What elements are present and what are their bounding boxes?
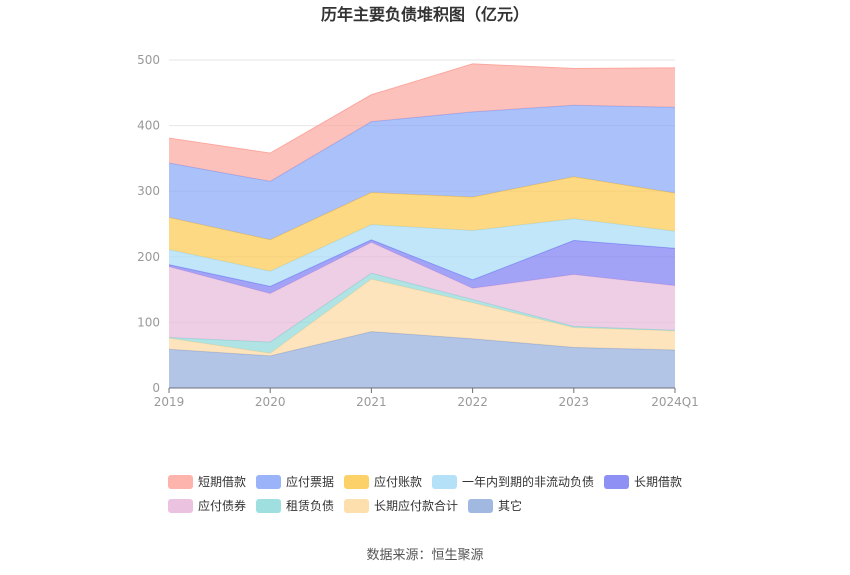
area-租赁负债: [169, 273, 675, 354]
y-tick-label: 0: [152, 381, 160, 395]
legend-swatch: [468, 499, 493, 513]
area-长期应付款合计: [169, 279, 675, 356]
y-tick-label: 400: [137, 119, 160, 133]
area-应付票据: [169, 105, 675, 240]
axes: 0 100 200 300 400 500 2019 2020 2021 2022 2023 2024…: [137, 53, 699, 409]
x-tick-label: 2020: [255, 395, 286, 409]
area-一年内到期的非流动负债: [169, 218, 675, 287]
legend-swatch: [432, 475, 457, 489]
chart-title: 历年主要负债堆积图（亿元）: [321, 5, 529, 24]
legend-item[interactable]: 租赁负债: [256, 499, 334, 513]
legend-label: 应付账款: [374, 474, 422, 489]
area-短期借款: [169, 63, 675, 182]
x-tick-label: 2019: [154, 395, 185, 409]
x-tick-label: 2023: [559, 395, 590, 409]
legend-swatch: [168, 499, 193, 513]
y-tick-label: 500: [137, 53, 160, 67]
legend-swatch: [168, 475, 193, 489]
legend-item[interactable]: 长期借款: [604, 475, 682, 489]
area-edge-长期借款: [168, 239, 676, 287]
area-edge-应付债券: [168, 241, 676, 295]
legend-swatch: [256, 475, 281, 489]
area-edge-短期借款: [168, 63, 676, 154]
area-series: [168, 63, 676, 388]
legend-label: 短期借款: [198, 475, 246, 489]
legend-item[interactable]: 应付账款: [344, 474, 422, 489]
data-source: 数据来源：恒生聚源: [366, 548, 483, 563]
legend-label: 一年内到期的非流动负债: [462, 474, 594, 489]
x-tick-label: 2024Q1: [651, 395, 699, 409]
legend-swatch: [344, 499, 369, 513]
area-应付账款: [169, 176, 675, 272]
x-tick-label: 2022: [457, 395, 488, 409]
legend-item[interactable]: 短期借款: [168, 475, 246, 489]
legend-label: 应付票据: [286, 474, 334, 489]
legend-item[interactable]: 长期应付款合计: [344, 498, 458, 513]
legend-label: 长期应付款合计: [374, 498, 458, 513]
legend-label: 租赁负债: [286, 499, 334, 513]
area-应付债券: [169, 242, 675, 343]
y-tick-label: 300: [137, 184, 160, 198]
legend-swatch: [604, 475, 629, 489]
y-tick-label: 200: [137, 250, 160, 264]
legend-swatch: [256, 499, 281, 513]
legend-item[interactable]: 其它: [468, 498, 522, 513]
legend-item[interactable]: 应付票据: [256, 474, 334, 489]
x-tick-label: 2021: [356, 395, 387, 409]
y-tick-label: 100: [137, 315, 160, 329]
legend-item[interactable]: 一年内到期的非流动负债: [432, 474, 594, 489]
legend-label: 长期借款: [634, 475, 682, 489]
legend-item[interactable]: 应付债券: [168, 498, 246, 513]
area-长期借款: [169, 239, 675, 294]
legend-label: 其它: [498, 498, 522, 513]
legend-label: 应付债券: [198, 498, 246, 513]
legend-swatch: [344, 475, 369, 489]
